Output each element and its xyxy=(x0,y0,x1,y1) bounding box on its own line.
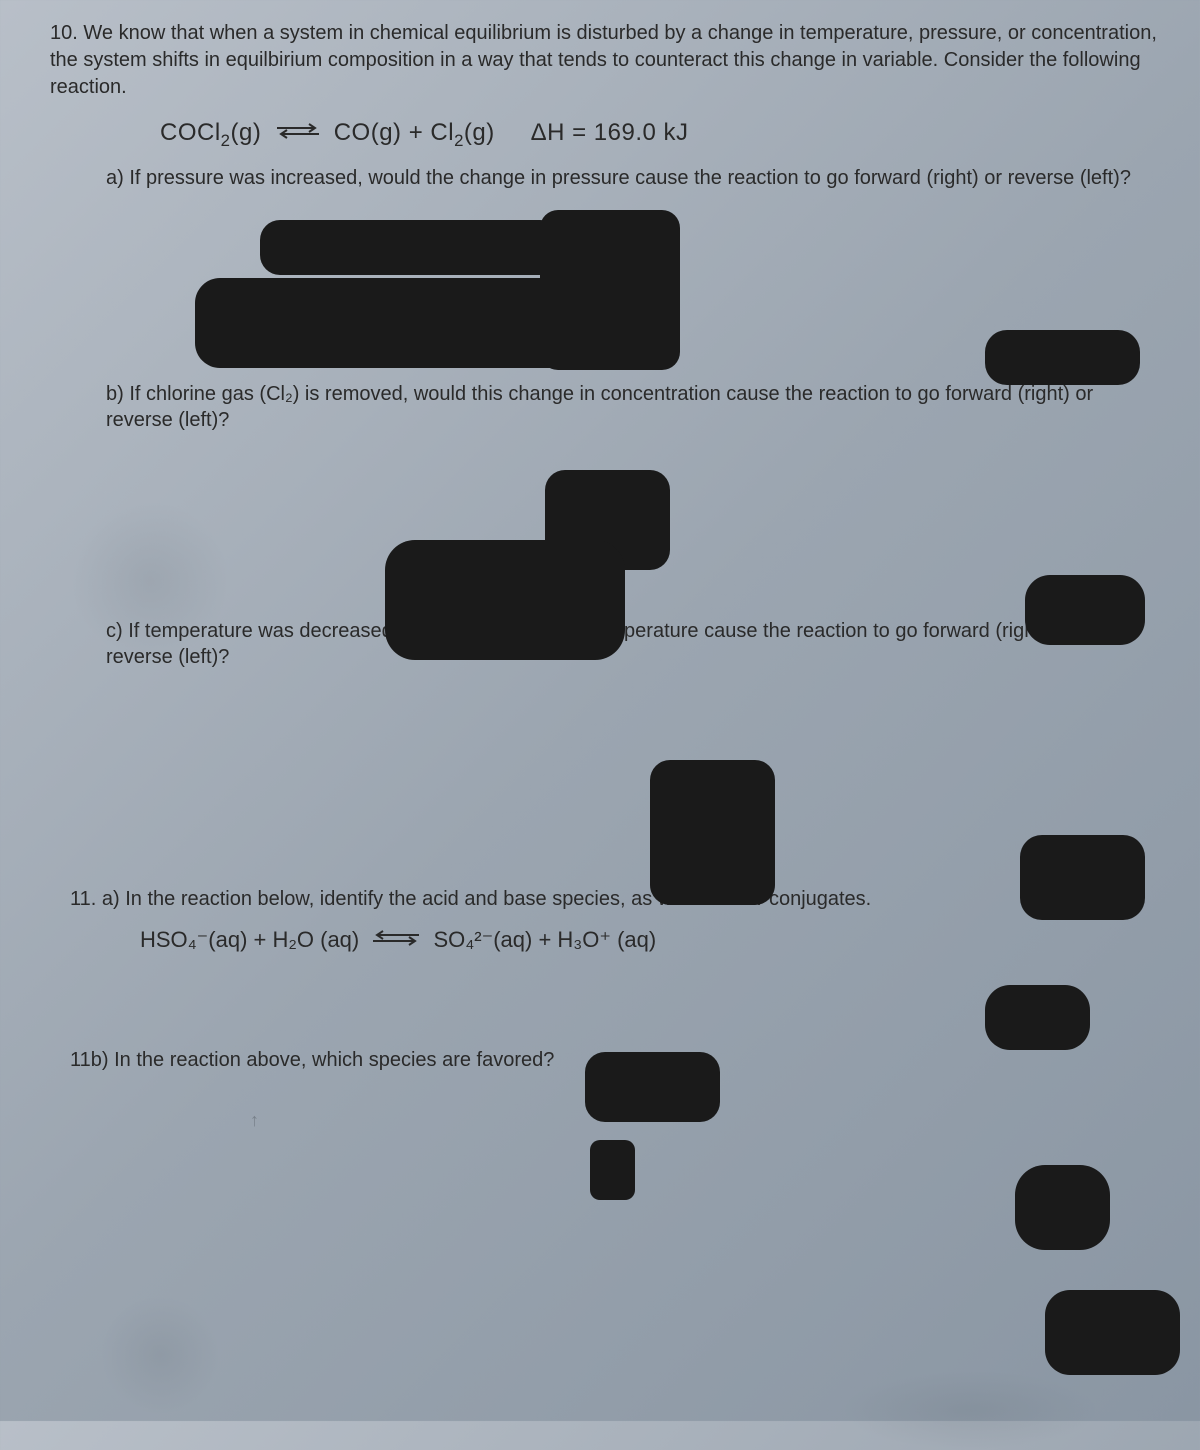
worksheet-page: 10. We know that when a system in chemic… xyxy=(40,20,1160,1401)
redaction-block xyxy=(260,220,560,275)
redaction-block xyxy=(650,760,775,905)
q11-equation: HSO₄⁻(aq) + H₂O (aq) SO₄²⁻(aq) + H₃O⁺ (a… xyxy=(140,927,1160,954)
equilibrium-arrow-icon xyxy=(275,120,321,148)
paper-smudge xyxy=(840,1370,1100,1450)
redaction-block xyxy=(985,985,1090,1050)
redaction-block xyxy=(985,330,1140,385)
eq-reactant: COCl xyxy=(160,119,221,146)
q11b-text: In the reaction above, which species are… xyxy=(114,1049,554,1071)
redaction-block xyxy=(1045,1290,1180,1375)
handwritten-mark: ↑ xyxy=(250,1110,259,1131)
eq-product1: CO(g) + Cl xyxy=(334,119,454,146)
equilibrium-arrow-icon xyxy=(371,928,421,954)
eq-delta-h: ΔH = 169.0 kJ xyxy=(531,119,689,146)
q10-part-a: a) If pressure was increased, would the … xyxy=(106,165,1140,191)
redaction-block xyxy=(385,540,625,660)
redaction-block xyxy=(540,210,680,370)
q11b-label: 11b) xyxy=(70,1049,109,1071)
q10-equation: COCl2(g) CO(g) + Cl2(g) ΔH = 169.0 kJ xyxy=(160,119,1160,151)
redaction-block xyxy=(590,1140,635,1200)
eq-reactant-phase: (g) xyxy=(231,119,262,146)
eq-product1-phase: (g) xyxy=(464,119,495,146)
q11-part-a: 11. a) In the reaction below, identify t… xyxy=(70,885,1160,913)
eq-product1-sub: 2 xyxy=(454,131,464,150)
paper-smudge xyxy=(70,500,230,660)
q11-eq-right: SO₄²⁻(aq) + H₃O⁺ (aq) xyxy=(434,927,657,952)
q11-eq-left: HSO₄⁻(aq) + H₂O (aq) xyxy=(140,927,359,952)
q10-intro: 10. We know that when a system in chemic… xyxy=(40,20,1160,101)
q10-intro-text: We know that when a system in chemical e… xyxy=(50,22,1157,98)
eq-reactant-sub: 2 xyxy=(221,131,231,150)
redaction-block xyxy=(1025,575,1145,645)
redaction-block xyxy=(585,1052,720,1122)
paper-smudge xyxy=(100,1295,220,1415)
redaction-block xyxy=(1015,1165,1110,1250)
redaction-block xyxy=(1020,835,1145,920)
q11a-label: 11. a) xyxy=(70,888,120,910)
q10-number: 10. xyxy=(50,22,78,44)
q10-part-b: b) If chlorine gas (Cl₂) is removed, wou… xyxy=(106,381,1140,433)
